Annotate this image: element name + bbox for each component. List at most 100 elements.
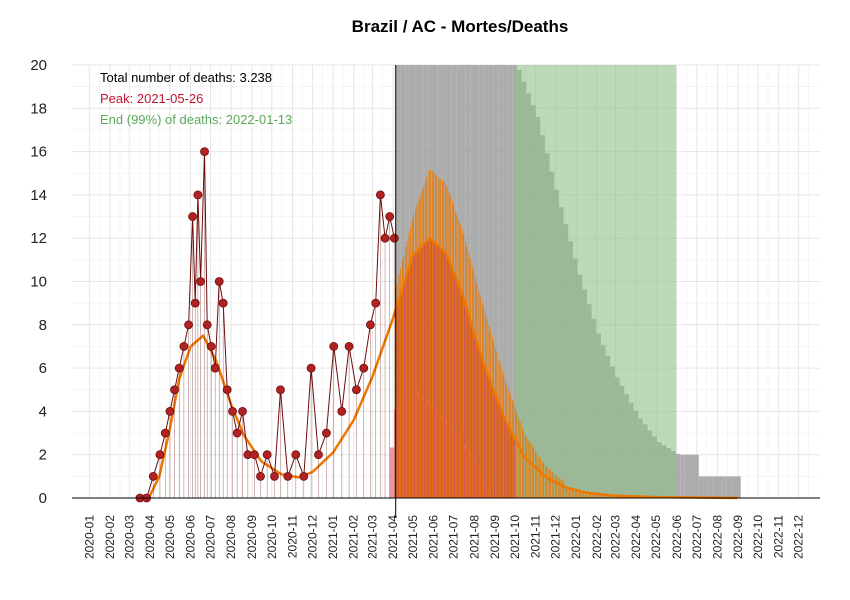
prediction-interval-band	[708, 476, 713, 498]
prediction-interval-band	[502, 65, 508, 498]
observed-point	[299, 471, 309, 481]
x-tick-label: 2020-11	[286, 515, 300, 558]
observed-point	[148, 471, 158, 481]
prediction-interval-band	[680, 454, 685, 498]
prediction-interval-band	[470, 65, 475, 460]
fitted-curve-group	[138, 236, 738, 500]
observed-point	[222, 385, 232, 395]
y-tick-label: 14	[30, 187, 47, 204]
y-tick-label: 16	[30, 144, 47, 161]
prediction-interval-band	[726, 476, 732, 498]
observed-point	[314, 450, 323, 460]
observed-point	[270, 471, 279, 481]
y-tick-label: 4	[39, 403, 47, 420]
y-tick-label: 0	[39, 490, 47, 507]
observed-point	[322, 428, 331, 438]
observed-point	[174, 363, 184, 373]
observed-point	[206, 342, 216, 351]
x-tick-label: 2022-01	[569, 515, 583, 559]
y-tick-labels: 0 2 4 6 8 10 12 14 16 18 20	[30, 57, 47, 507]
prediction-interval-band	[712, 476, 718, 498]
x-tick-label: 2021-06	[427, 515, 441, 559]
x-tick-label: 2021-07	[447, 515, 461, 559]
x-tick-label: 2021-10	[508, 515, 522, 559]
x-tick-label: 2022-02	[590, 515, 604, 559]
annotation-total: Total number of deaths: 3.238	[100, 70, 272, 85]
prediction-interval-band	[405, 65, 410, 399]
chart-title: Brazil / AC - Mortes/Deaths	[352, 17, 569, 36]
prediction-interval-band	[507, 65, 513, 498]
observed-point	[371, 298, 381, 308]
observed-point	[238, 406, 247, 416]
x-tick-label: 2020-07	[204, 515, 218, 559]
x-tick-label: 2020-09	[245, 515, 259, 559]
observed-point	[385, 212, 395, 221]
observed-point	[170, 385, 179, 395]
observed-point	[380, 233, 390, 243]
observed-point	[160, 428, 170, 438]
prediction-interval-band	[479, 65, 485, 480]
prediction-interval-band	[698, 476, 704, 498]
x-tick-label: 2021-09	[488, 515, 502, 559]
x-tick-label: 2020-02	[103, 515, 117, 559]
observed-point	[359, 363, 369, 373]
x-tick-label: 2020-06	[184, 515, 198, 559]
prediction-interval-band	[493, 65, 499, 498]
x-tick-label: 2020-08	[224, 515, 238, 559]
x-tick-label: 2021-05	[406, 515, 420, 559]
x-tick-label: 2022-09	[731, 515, 745, 559]
observed-point	[276, 385, 285, 395]
x-tick-label: 2021-12	[549, 515, 563, 559]
x-tick-label: 2020-12	[306, 515, 320, 559]
observed-point	[202, 320, 212, 330]
y-tick-label: 6	[39, 360, 47, 377]
x-tick-label: 2021-02	[347, 515, 361, 559]
observed-point	[232, 428, 242, 438]
prediction-interval-band	[675, 453, 681, 498]
observed-point	[329, 342, 339, 351]
observed-point	[250, 450, 259, 460]
axes	[72, 65, 820, 518]
observed-deaths	[135, 147, 399, 503]
observed-point	[352, 385, 361, 395]
x-tick-label: 2022-10	[751, 515, 765, 559]
prediction-interval-band	[484, 65, 489, 492]
prediction-interval-band	[717, 476, 723, 498]
x-tick-label: 2020-01	[82, 515, 96, 559]
prediction-interval-band	[722, 476, 727, 498]
observed-point	[366, 320, 375, 330]
prediction-interval-band	[400, 65, 406, 404]
end-of-deaths-band	[514, 65, 677, 498]
x-tick-label: 2022-06	[670, 515, 684, 559]
x-tick-label: 2020-03	[122, 515, 136, 559]
observed-point	[283, 471, 293, 481]
observed-point	[188, 212, 197, 221]
observed-point	[389, 233, 399, 243]
prediction-interval-band	[419, 65, 424, 397]
x-tick-label: 2020-04	[143, 515, 157, 559]
x-tick-label: 2021-01	[326, 515, 340, 559]
observed-point	[190, 298, 200, 308]
annotation-end: End (99%) of deaths: 2022-01-13	[100, 112, 292, 127]
x-tick-label: 2021-11	[529, 515, 543, 558]
x-tick-label: 2020-05	[163, 515, 177, 559]
observed-point	[306, 363, 316, 373]
observed-point	[291, 450, 301, 460]
y-tick-label: 10	[30, 274, 47, 291]
y-tick-label: 2	[39, 447, 47, 464]
observed-point	[214, 277, 224, 286]
x-tick-label: 2022-08	[710, 515, 724, 559]
observed-point	[193, 190, 203, 200]
prediction-interval-band	[465, 65, 471, 452]
observed-point	[196, 277, 205, 286]
prediction-interval-band	[703, 476, 709, 498]
prediction-interval-band	[442, 65, 447, 421]
y-tick-label: 18	[30, 100, 47, 117]
x-tick-label: 2022-11	[772, 515, 786, 558]
observed-point	[337, 406, 347, 416]
prediction-interval-band	[684, 454, 690, 498]
prediction-interval-band	[731, 476, 737, 498]
x-tick-label: 2021-03	[365, 515, 379, 559]
observed-point	[200, 147, 209, 157]
